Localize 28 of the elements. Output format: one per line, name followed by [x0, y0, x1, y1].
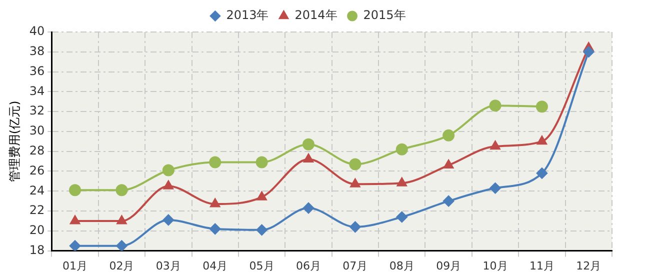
y-tick-label: 40: [29, 24, 45, 38]
y-tick-label: 34: [29, 84, 45, 98]
x-tick-label: 03月: [156, 259, 181, 272]
x-tick-label: 08月: [389, 259, 414, 272]
x-tick-label: 07月: [342, 259, 368, 272]
x-tick-label: 05月: [249, 259, 274, 272]
y-tick-label: 30: [29, 124, 45, 138]
y-tick-label: 38: [29, 44, 45, 58]
x-tick-label: 06月: [296, 259, 321, 272]
x-tick-label: 04月: [202, 259, 228, 272]
y-tick-label: 26: [29, 163, 45, 178]
y-tick-label: 22: [29, 203, 45, 218]
y-tick-label: 36: [29, 64, 45, 78]
legend-label: 2014年: [294, 8, 338, 22]
x-tick-label: 12月: [576, 259, 602, 272]
x-tick-label: 09月: [436, 259, 462, 272]
y-axis-title: 管理费用(亿元): [7, 100, 22, 182]
y-tick-label: 20: [29, 223, 45, 238]
y-tick-label: 28: [29, 143, 45, 158]
x-tick-label: 02月: [109, 259, 134, 272]
y-tick-label: 24: [29, 183, 45, 198]
x-tick-label: 01月: [62, 259, 88, 272]
legend-label: 2015年: [363, 8, 406, 22]
x-tick-label: 10月: [482, 259, 508, 272]
x-tick-label: 11月: [529, 259, 554, 272]
y-tick-label: 32: [29, 104, 45, 118]
y-tick-label: 18: [29, 242, 45, 257]
legend-label: 2013年: [226, 8, 269, 22]
